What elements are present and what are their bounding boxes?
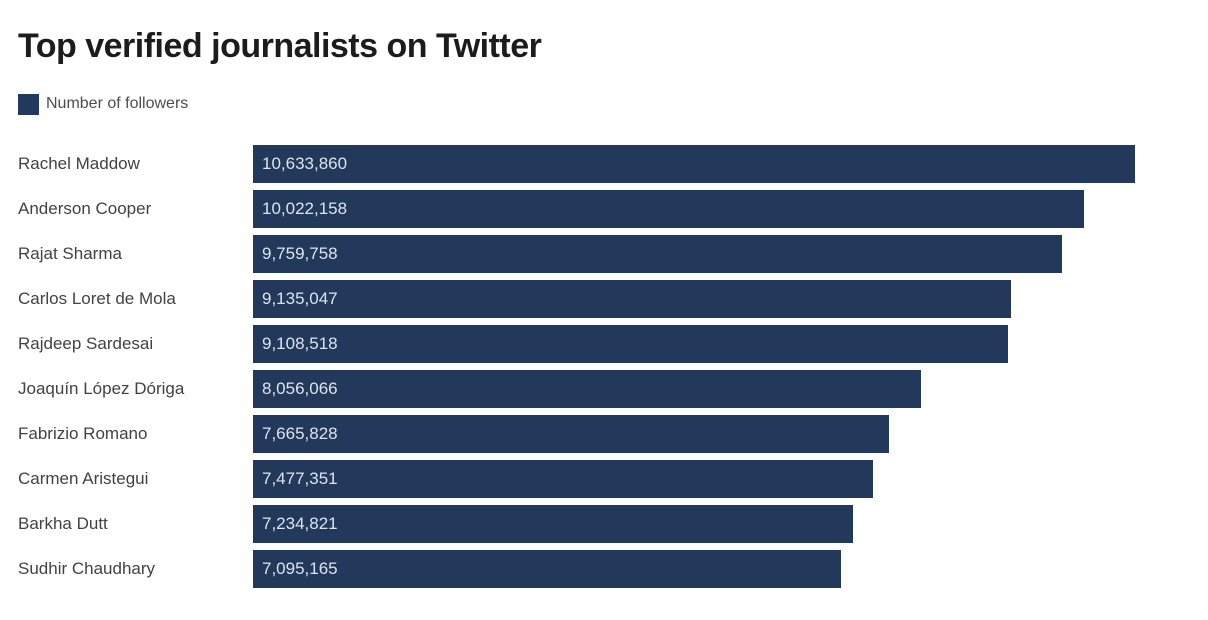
journalist-name: Carlos Loret de Mola — [18, 288, 176, 308]
bar-row: Sudhir Chaudhary 7,095,165 — [18, 549, 1208, 588]
legend-label: Number of followers — [46, 95, 189, 113]
bar-row: Rachel Maddow 10,633,860 — [18, 144, 1208, 183]
bar-track: 7,665,828 — [253, 414, 1135, 453]
journalist-name: Rajat Sharma — [18, 243, 122, 263]
journalist-name: Carmen Aristegui — [18, 468, 149, 488]
bar-row: Joaquín López Dóriga 8,056,066 — [18, 369, 1208, 408]
bar: 9,135,047 — [253, 279, 1011, 318]
bar-row: Fabrizio Romano 7,665,828 — [18, 414, 1208, 453]
bar-track: 10,022,158 — [253, 189, 1135, 228]
journalist-name: Anderson Cooper — [18, 198, 152, 218]
bar-value-label: 8,056,066 — [262, 378, 338, 398]
journalist-name: Fabrizio Romano — [18, 423, 148, 443]
bar: 10,022,158 — [253, 189, 1085, 228]
journalist-name: Sudhir Chaudhary — [18, 558, 156, 578]
bar-row: Carmen Aristegui 7,477,351 — [18, 459, 1208, 498]
bar-track: 9,108,518 — [253, 324, 1135, 363]
bar-value-label: 9,135,047 — [262, 288, 338, 308]
bar-row: Anderson Cooper 10,022,158 — [18, 189, 1208, 228]
bar-track: 7,234,821 — [253, 504, 1135, 543]
bar: 9,108,518 — [253, 324, 1009, 363]
bar-track: 9,759,758 — [253, 234, 1135, 273]
journalist-name: Rachel Maddow — [18, 153, 140, 173]
bar-track: 7,095,165 — [253, 549, 1135, 588]
journalist-name: Joaquín López Dóriga — [18, 378, 185, 398]
bar-rows: Rachel Maddow 10,633,860 Anderson Cooper… — [18, 144, 1208, 588]
bar-value-label: 7,477,351 — [262, 468, 338, 488]
bar: 9,759,758 — [253, 234, 1063, 273]
bar-value-label: 10,022,158 — [262, 198, 348, 218]
bar: 7,665,828 — [253, 414, 889, 453]
bar-value-label: 7,665,828 — [262, 423, 338, 443]
bar-track: 10,633,860 — [253, 144, 1135, 183]
bar: 10,633,860 — [253, 144, 1135, 183]
bar: 7,477,351 — [253, 459, 874, 498]
legend: Number of followers — [18, 93, 1208, 115]
bar-value-label: 7,095,165 — [262, 558, 338, 578]
bar-track: 9,135,047 — [253, 279, 1135, 318]
legend-swatch-icon — [18, 93, 39, 115]
bar-row: Carlos Loret de Mola 9,135,047 — [18, 279, 1208, 318]
bar: 8,056,066 — [253, 369, 922, 408]
bar-row: Rajat Sharma 9,759,758 — [18, 234, 1208, 273]
chart: Top verified journalists on Twitter Numb… — [18, 27, 1208, 588]
bar-value-label: 9,759,758 — [262, 243, 338, 263]
bar: 7,095,165 — [253, 549, 842, 588]
bar-track: 8,056,066 — [253, 369, 1135, 408]
bar: 7,234,821 — [253, 504, 854, 543]
journalist-name: Barkha Dutt — [18, 513, 108, 533]
bar-row: Barkha Dutt 7,234,821 — [18, 504, 1208, 543]
bar-row: Rajdeep Sardesai 9,108,518 — [18, 324, 1208, 363]
bar-value-label: 7,234,821 — [262, 513, 338, 533]
journalist-name: Rajdeep Sardesai — [18, 333, 154, 353]
bar-value-label: 9,108,518 — [262, 333, 338, 353]
bar-value-label: 10,633,860 — [262, 153, 348, 173]
chart-title: Top verified journalists on Twitter — [18, 27, 542, 65]
bar-track: 7,477,351 — [253, 459, 1135, 498]
